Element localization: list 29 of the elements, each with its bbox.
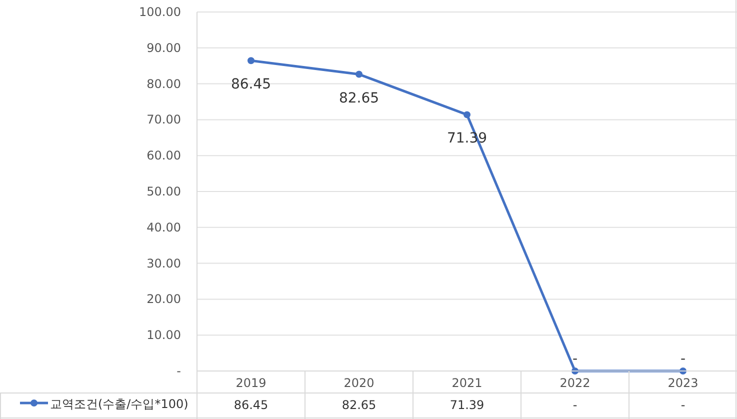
text: - [680,351,686,367]
y-tick-label: 60.00 [146,148,181,163]
data-label: - [680,398,686,412]
point [464,111,470,118]
y-tick-label: 20.00 [146,292,181,306]
x-tick-label: 2020 [344,376,374,390]
legend-label: 교역조건(수출/수입*100) [50,397,188,411]
text: 86.45 [230,76,272,93]
y-tick-label: 50.00 [146,184,181,198]
data-label: 71.39 [450,398,484,412]
y-tick-label: - [176,364,181,378]
x-tick-label: 2022 [560,376,590,390]
text: 82.65 [338,90,380,106]
y-tick-label: 10.00 [146,328,181,342]
x-tick-label: 2019 [236,376,266,390]
data-label: - [572,398,578,412]
point [356,70,362,78]
x-tick-label: 2023 [668,376,698,390]
y-tick-label: 100.00 [139,5,181,19]
y-tick-label: 30.00 [146,256,181,270]
data-label: 82.65 [342,398,376,412]
text: - [572,351,578,367]
y-tick-label: 90.00 [146,40,181,55]
point [248,57,254,64]
y-tick-label: 70.00 [146,112,181,127]
x-tick-label: 2021 [452,376,482,390]
y-tick-label: 40.00 [146,220,181,234]
y-tick-label: 80.00 [146,76,181,91]
data-label: 86.45 [234,398,268,412]
